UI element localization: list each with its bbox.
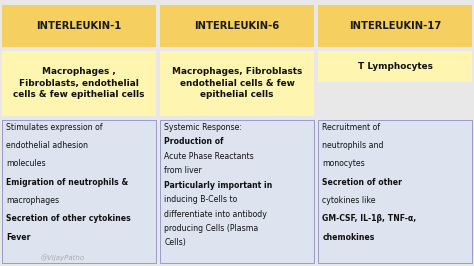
FancyBboxPatch shape [319,120,472,263]
FancyBboxPatch shape [2,5,155,47]
FancyBboxPatch shape [160,5,314,47]
Text: molecules: molecules [6,160,46,168]
Text: Fever: Fever [6,233,31,242]
FancyBboxPatch shape [160,120,314,263]
FancyBboxPatch shape [2,120,155,263]
Text: INTERLEUKIN-1: INTERLEUKIN-1 [36,21,122,31]
Text: Systemic Response:: Systemic Response: [164,123,242,132]
Text: T Lymphocytes: T Lymphocytes [357,62,432,71]
Text: monocytes: monocytes [322,160,365,168]
Text: Recruitment of: Recruitment of [322,123,380,132]
FancyBboxPatch shape [2,51,155,116]
Text: GM-CSF, IL-1β, TNF-α,: GM-CSF, IL-1β, TNF-α, [322,214,417,223]
FancyBboxPatch shape [160,51,314,116]
FancyBboxPatch shape [319,51,472,82]
Text: @VijayPatho: @VijayPatho [41,254,85,261]
Text: Acute Phase Reactants: Acute Phase Reactants [164,152,254,161]
Text: endothelial adhesion: endothelial adhesion [6,141,88,150]
Text: inducing B-Cells to: inducing B-Cells to [164,195,237,204]
Text: Particularly important in: Particularly important in [164,181,273,190]
Text: Secretion of other cytokines: Secretion of other cytokines [6,214,131,223]
Text: Cells): Cells) [164,239,186,247]
FancyBboxPatch shape [319,5,472,47]
Text: Macrophages, Fibroblasts
endothelial cells & few
epithelial cells: Macrophages, Fibroblasts endothelial cel… [172,67,302,99]
Text: INTERLEUKIN-6: INTERLEUKIN-6 [194,21,280,31]
Text: neutrophils and: neutrophils and [322,141,383,150]
Text: Stimulates expression of: Stimulates expression of [6,123,103,132]
Text: INTERLEUKIN-17: INTERLEUKIN-17 [349,21,441,31]
Text: macrophages: macrophages [6,196,59,205]
Text: Production of: Production of [164,137,224,146]
Text: Emigration of neutrophils &: Emigration of neutrophils & [6,178,128,187]
Text: producing Cells (Plasma: producing Cells (Plasma [164,224,258,233]
Text: Secretion of other: Secretion of other [322,178,402,187]
Text: differentiate into antibody: differentiate into antibody [164,210,267,219]
Text: from liver: from liver [164,166,202,175]
Text: Macrophages ,
Fibroblasts, endothelial
cells & few epithelial cells: Macrophages , Fibroblasts, endothelial c… [13,67,145,99]
Text: cytokines like: cytokines like [322,196,381,205]
Text: chemokines: chemokines [322,233,374,242]
